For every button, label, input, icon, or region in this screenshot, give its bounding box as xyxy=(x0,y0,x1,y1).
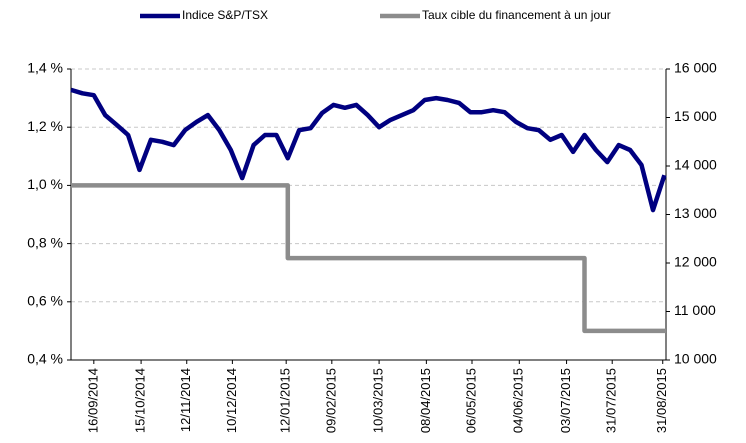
x-tick-label: 16/09/2014 xyxy=(85,368,100,433)
x-tick-label: 09/02/2015 xyxy=(323,368,338,433)
y-tick-label: 1,4 % xyxy=(27,60,63,76)
x-tick-label: 12/01/2015 xyxy=(278,368,293,433)
x-tick-label: 31/07/2015 xyxy=(604,368,619,433)
series-line xyxy=(70,87,667,213)
x-tick-label: 06/05/2015 xyxy=(463,368,478,433)
y2-tick-label: 10 000 xyxy=(674,351,717,367)
x-tick-label: 31/08/2015 xyxy=(654,368,669,433)
x-tick-label: 04/06/2015 xyxy=(511,368,526,433)
x-tick-label: 12/11/2014 xyxy=(178,368,193,432)
y2-tick-label: 16 000 xyxy=(674,60,717,76)
x-tick-label: 10/03/2015 xyxy=(371,368,386,433)
y-tick-label: 0,4 % xyxy=(27,351,63,367)
legend-label: Taux cible du financement à un jour xyxy=(422,8,611,22)
y-tick-label: 0,8 % xyxy=(27,234,63,250)
series-line xyxy=(71,183,666,334)
x-tick-label: 08/04/2015 xyxy=(418,368,433,433)
y2-tick-label: 11 000 xyxy=(674,302,716,318)
x-tick-label: 10/12/2014 xyxy=(224,368,239,433)
y-tick-label: 1,0 % xyxy=(27,176,63,192)
y-tick-label: 1,2 % xyxy=(27,118,63,134)
legend-label: Indice S&P/TSX xyxy=(182,8,268,22)
y-tick-label: 0,6 % xyxy=(27,293,63,309)
x-tick-label: 15/10/2014 xyxy=(133,368,148,433)
y2-tick-label: 14 000 xyxy=(674,157,717,173)
y2-tick-label: 13 000 xyxy=(674,205,717,221)
y2-tick-label: 15 000 xyxy=(674,108,717,124)
x-tick-label: 03/07/2015 xyxy=(558,368,573,433)
y2-tick-label: 12 000 xyxy=(674,254,717,270)
